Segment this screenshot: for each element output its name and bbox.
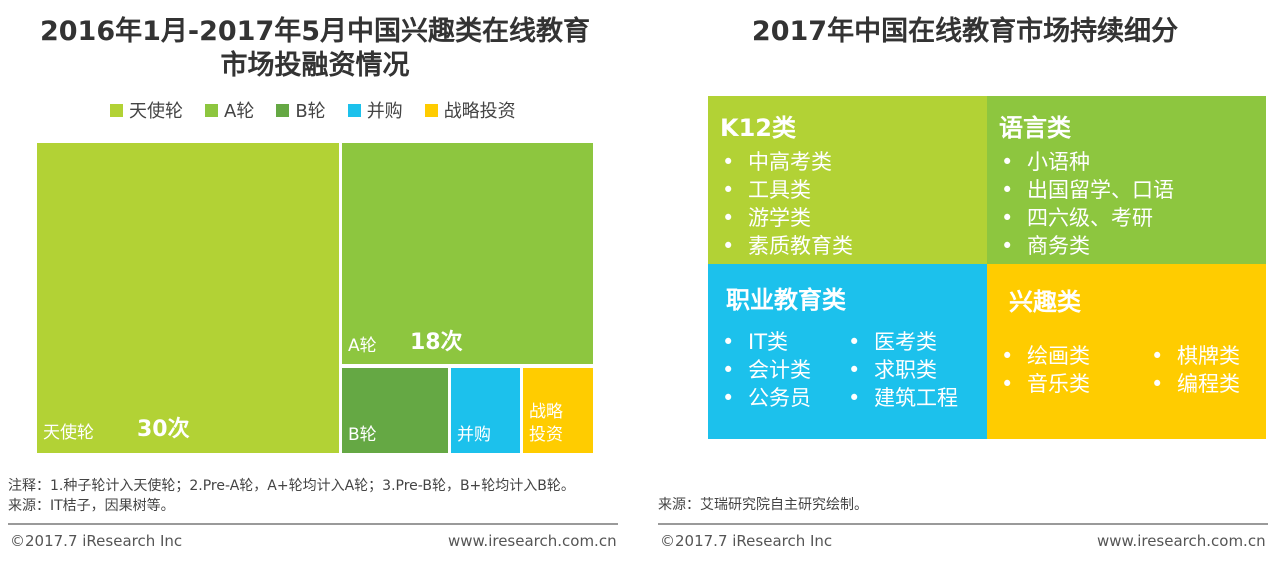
treemap-cell: 天使轮 30次: [37, 143, 339, 453]
quadrant-vocational-list-col1: IT类 会计类 公务员: [718, 328, 811, 412]
quadrant-vocational-list-col2: 医考类 求职类 建筑工程: [844, 328, 958, 412]
list-item: 出国留学、口语: [997, 176, 1174, 204]
list-item: 公务员: [718, 384, 811, 412]
left-footer-url: www.iresearch.com.cn: [448, 532, 617, 550]
treemap-value-label: 18次: [410, 330, 463, 355]
list-item: 商务类: [997, 232, 1174, 260]
list-item: 编程类: [1147, 370, 1240, 398]
quadrant-vocational-title: 职业教育类: [726, 286, 846, 314]
left-title-line1: 2016年1月-2017年5月中国兴趣类在线教育: [39, 16, 591, 47]
list-item: 音乐类: [997, 370, 1090, 398]
legend-label: 战略投资: [443, 101, 516, 122]
notes-line1: 注释：1.种子轮计入天使轮；2.Pre-A轮，A+轮均计入A轮；3.Pre-B轮…: [8, 478, 575, 494]
list-item: 四六级、考研: [997, 204, 1174, 232]
legend-item: 天使轮: [110, 97, 183, 123]
quadrant-language: 语言类 小语种 出国留学、口语 四六级、考研 商务类: [987, 96, 1266, 264]
legend-label: 天使轮: [129, 101, 183, 122]
treemap-cell: 并购: [451, 368, 520, 453]
right-panel-title: 2017年中国在线教育市场持续细分: [751, 16, 1179, 47]
treemap-cell-label: 天使轮: [43, 423, 94, 443]
legend-swatch: [205, 103, 218, 117]
left-chart-title: 2016年1月-2017年5月中国兴趣类在线教育 市场投融资情况: [0, 15, 630, 83]
treemap-cell-label: 并购: [457, 425, 491, 445]
treemap: 天使轮 30次 A轮 18次 B轮 并购 战略 投资: [37, 143, 593, 453]
list-item: 工具类: [718, 176, 853, 204]
legend-swatch: [424, 103, 438, 117]
legend-item: 并购: [347, 97, 403, 123]
legend-label: B轮: [295, 101, 326, 122]
left-title-line2: 市场投融资情况: [220, 50, 410, 81]
legend-label: 并购: [366, 101, 403, 122]
list-item: 绘画类: [997, 342, 1090, 370]
list-item: IT类: [718, 328, 811, 356]
quadrant-interest-title: 兴趣类: [1009, 288, 1081, 316]
list-item: 小语种: [997, 148, 1174, 176]
list-item: 中高考类: [718, 148, 853, 176]
legend-item: A轮: [205, 97, 254, 123]
treemap-cell: 战略 投资: [523, 368, 593, 453]
quadrant-k12: K12类 中高考类 工具类 游学类 素质教育类: [708, 96, 987, 264]
chart-legend: 天使轮 A轮 B轮 并购 战略投资: [110, 98, 516, 122]
list-item: 求职类: [844, 356, 958, 384]
segment-matrix: K12类 中高考类 工具类 游学类 素质教育类 语言类 小语种 出国留学、口语 …: [708, 96, 1266, 439]
treemap-cell: A轮 18次: [342, 143, 593, 364]
quadrant-language-list: 小语种 出国留学、口语 四六级、考研 商务类: [997, 148, 1174, 260]
list-item: 建筑工程: [844, 384, 958, 412]
treemap-cell-label: A轮: [348, 336, 377, 356]
quadrant-vocational: 职业教育类 IT类 会计类 公务员 医考类 求职类 建筑工程: [708, 264, 987, 439]
list-item: 素质教育类: [718, 232, 853, 260]
treemap-cell: B轮: [342, 368, 448, 453]
right-footer-copyright: ©2017.7 iResearch Inc: [660, 532, 833, 550]
quadrant-interest-list-col2: 棋牌类 编程类: [1147, 342, 1240, 398]
treemap-cell-label: 战略 投资: [529, 402, 563, 445]
quadrant-interest-list-col1: 绘画类 音乐类: [997, 342, 1090, 398]
right-divider: [658, 523, 1268, 525]
treemap-cell-label: B轮: [348, 425, 377, 445]
notes-source-line: 来源：IT桔子，因果树等。: [8, 498, 175, 514]
quadrant-k12-title: K12类: [720, 114, 796, 142]
chart-notes: 注释：1.种子轮计入天使轮；2.Pre-A轮，A+轮均计入A轮；3.Pre-B轮…: [8, 475, 648, 515]
legend-item: B轮: [276, 97, 326, 123]
list-item: 游学类: [718, 204, 853, 232]
quadrant-language-title: 语言类: [999, 114, 1071, 142]
quadrant-interest: 兴趣类 绘画类 音乐类 棋牌类 编程类: [987, 264, 1266, 439]
treemap-value-label: 30次: [137, 417, 190, 442]
left-divider: [8, 523, 618, 525]
legend-swatch: [276, 103, 290, 117]
quadrant-k12-list: 中高考类 工具类 游学类 素质教育类: [718, 148, 853, 260]
list-item: 医考类: [844, 328, 958, 356]
left-footer-copyright: ©2017.7 iResearch Inc: [10, 532, 183, 550]
legend-swatch: [110, 103, 123, 117]
legend-item: 战略投资: [424, 97, 516, 123]
legend-label: A轮: [224, 101, 255, 122]
list-item: 棋牌类: [1147, 342, 1240, 370]
legend-swatch: [347, 103, 361, 117]
right-footer-url: www.iresearch.com.cn: [1097, 532, 1266, 550]
list-item: 会计类: [718, 356, 811, 384]
right-source-note: 来源：艾瑞研究院自主研究绘制。: [658, 497, 868, 513]
